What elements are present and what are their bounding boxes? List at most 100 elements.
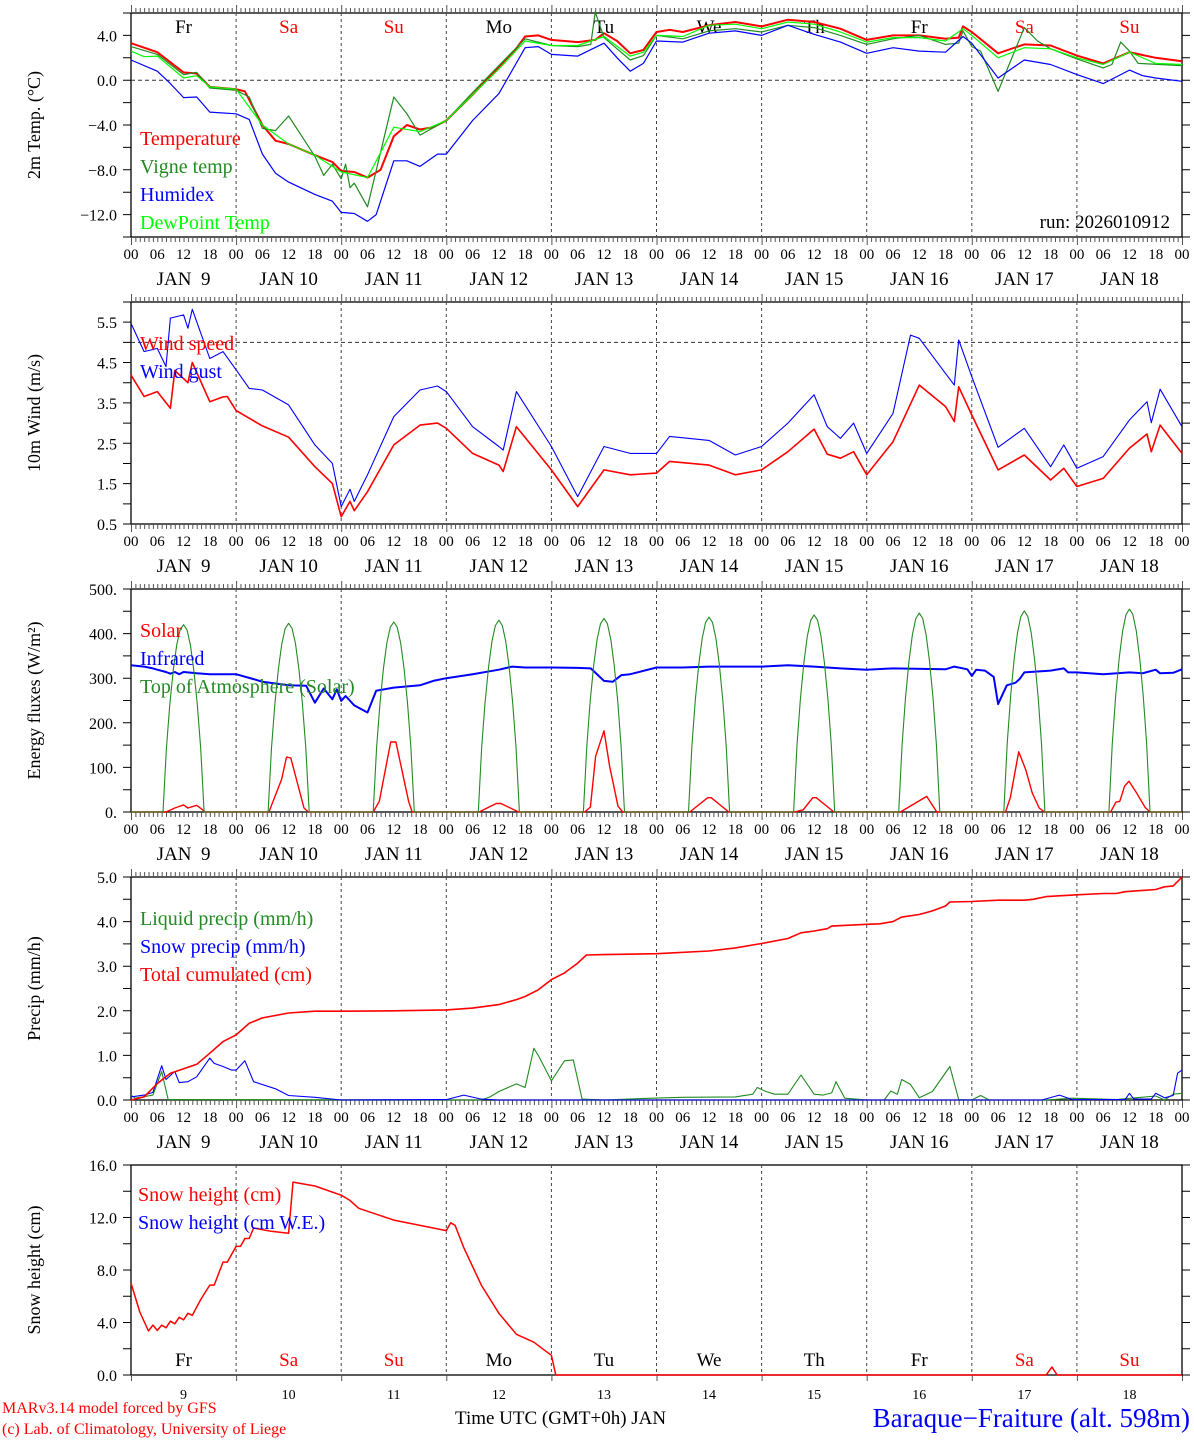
- day-name-label: Sa: [279, 1350, 299, 1371]
- panel-2: 5.5 4.5 3.5 2.5 1.5 0.5 10m Wind (m/s) 00 06 12 18…: [24, 294, 1190, 577]
- series-line-top-of-atmosphere-solar: [131, 608, 1182, 813]
- x-hour-label: 18: [307, 822, 322, 838]
- x-date-label: JAN 18: [1100, 269, 1159, 290]
- x-hour-label: 00: [439, 1110, 454, 1126]
- series-line-snow-height-cm: [130, 1181, 1182, 1376]
- x-hour-label: 12: [281, 1110, 296, 1126]
- x-hour-label: 18: [623, 534, 638, 550]
- panel-4: 5.0 4.0 3.0 2.0 1.0 0.0 Precip (mm/h) 00 06 12 18 J…: [24, 869, 1190, 1153]
- x-date-label: JAN 16: [890, 1132, 949, 1153]
- y-tick-label: 1.0: [97, 1048, 117, 1065]
- x-hour-label: 00: [754, 534, 769, 550]
- x-hour-label: 00: [1175, 1110, 1190, 1126]
- x-date-label: JAN 9: [157, 1132, 211, 1153]
- y-tick-label: 3.5: [97, 396, 117, 413]
- x-hour-label: 06: [255, 1110, 271, 1126]
- y-tick-label: 4.5: [97, 356, 117, 373]
- x-hour-label: 00: [1175, 822, 1190, 838]
- x-hour-label: 06: [1096, 534, 1112, 550]
- legend-entry: Snow precip (mm/h): [140, 936, 306, 958]
- x-hour-label: 06: [465, 822, 481, 838]
- y-tick-label: 4.0: [97, 28, 117, 45]
- x-hour-label: 18: [307, 1110, 322, 1126]
- x-hour-label: 18: [307, 534, 322, 550]
- x-day-number: 16: [912, 1388, 926, 1403]
- x-date-label: JAN 13: [575, 1132, 634, 1153]
- day-name-label: Sa: [279, 17, 299, 38]
- x-hour-label: 12: [596, 822, 611, 838]
- x-date-label: JAN 11: [365, 269, 423, 290]
- series-line-liquid-precip-mm-h: [130, 1047, 1183, 1101]
- legend-entry: Vigne temp: [140, 156, 233, 178]
- legend-entry: Snow height (cm): [138, 1184, 281, 1206]
- y-tick-label: 100.: [89, 760, 117, 777]
- x-day-number: 14: [702, 1388, 716, 1403]
- x-axis-ticks: [131, 1375, 1183, 1381]
- x-hour-label: 12: [702, 534, 717, 550]
- x-hour-label: 00: [544, 247, 559, 263]
- y-tick-label: 0.0: [97, 1093, 117, 1110]
- x-hour-label: 06: [1096, 1110, 1112, 1126]
- x-day-number: 18: [1122, 1388, 1136, 1403]
- x-axis-ticks: [131, 869, 1183, 1108]
- legend-entry: Solar: [140, 620, 183, 642]
- x-hour-label: 06: [570, 822, 586, 838]
- model-credit: MARv3.14 model forced by GFS: [2, 1400, 217, 1417]
- x-hour-label: 06: [255, 534, 271, 550]
- day-gridlines: [235, 302, 1078, 524]
- x-date-label: JAN 13: [575, 844, 634, 865]
- x-hour-label: 00: [229, 822, 244, 838]
- x-hour-label: 18: [728, 822, 743, 838]
- x-hour-label: 00: [439, 534, 454, 550]
- x-hour-label: 06: [885, 1110, 901, 1126]
- x-hour-label: 06: [150, 822, 166, 838]
- x-hour-label: 18: [938, 822, 953, 838]
- legend-entry: Top of Atmosphere (Solar): [140, 676, 355, 698]
- x-hour-label: 06: [675, 1110, 691, 1126]
- x-hour-label: 06: [255, 822, 271, 838]
- x-hour-label: 12: [386, 822, 401, 838]
- x-hour-label: 12: [596, 1110, 611, 1126]
- y-axis-ticks: [123, 1164, 1190, 1376]
- x-hour-label: 18: [623, 1110, 638, 1126]
- x-hour-label: 00: [439, 822, 454, 838]
- y-axis-title: Snow height (cm): [24, 1206, 45, 1335]
- x-hour-label: 00: [754, 1110, 769, 1126]
- y-tick-label: 0.0: [97, 1368, 117, 1385]
- legend-entry: Humidex: [140, 184, 214, 206]
- panel-5: 16.0 12.0 8.0 4.0 0.0 Snow height (cm) 9 10 11 12…: [24, 1158, 1190, 1403]
- x-date-label: JAN 13: [575, 269, 634, 290]
- x-hour-label: 12: [912, 822, 927, 838]
- day-gridlines: [235, 877, 1078, 1100]
- x-hour-label: 00: [859, 534, 874, 550]
- y-tick-label: 200.: [89, 716, 117, 733]
- legend-entry: Temperature: [140, 128, 241, 150]
- x-axis-ticks: [131, 294, 1183, 532]
- x-hour-label: 00: [964, 822, 979, 838]
- x-hour-label: 00: [229, 247, 244, 263]
- x-hour-label: 18: [518, 247, 533, 263]
- x-hour-label: 00: [1175, 247, 1190, 263]
- x-date-label: JAN 14: [680, 556, 739, 577]
- x-date-label: JAN 9: [157, 556, 211, 577]
- y-tick-label: 5.5: [97, 315, 117, 332]
- x-hour-label: 18: [413, 822, 428, 838]
- x-hour-label: 18: [1148, 534, 1163, 550]
- x-hour-label: 06: [885, 822, 901, 838]
- y-tick-label: 3.0: [97, 959, 117, 976]
- x-hour-label: 18: [938, 247, 953, 263]
- x-date-label: JAN 13: [575, 556, 634, 577]
- series-line-wind-speed: [130, 361, 1183, 518]
- y-tick-label: 16.0: [89, 1158, 117, 1175]
- x-hour-label: 18: [728, 247, 743, 263]
- x-hour-label: 18: [1148, 1110, 1163, 1126]
- panel-3: 500. 400. 300. 200. 100. 0. Energy fluxes (W/m…: [24, 581, 1190, 865]
- x-hour-label: 00: [229, 534, 244, 550]
- x-hour-label: 12: [491, 1110, 506, 1126]
- x-hour-label: 18: [833, 247, 848, 263]
- x-date-label: JAN 14: [680, 1132, 739, 1153]
- x-axis-title: Time UTC (GMT+0h) JAN: [455, 1408, 666, 1429]
- y-tick-label: 8.0: [97, 1263, 117, 1280]
- x-hour-label: 00: [544, 1110, 559, 1126]
- series-line-total-cumulated-cm: [130, 876, 1183, 1101]
